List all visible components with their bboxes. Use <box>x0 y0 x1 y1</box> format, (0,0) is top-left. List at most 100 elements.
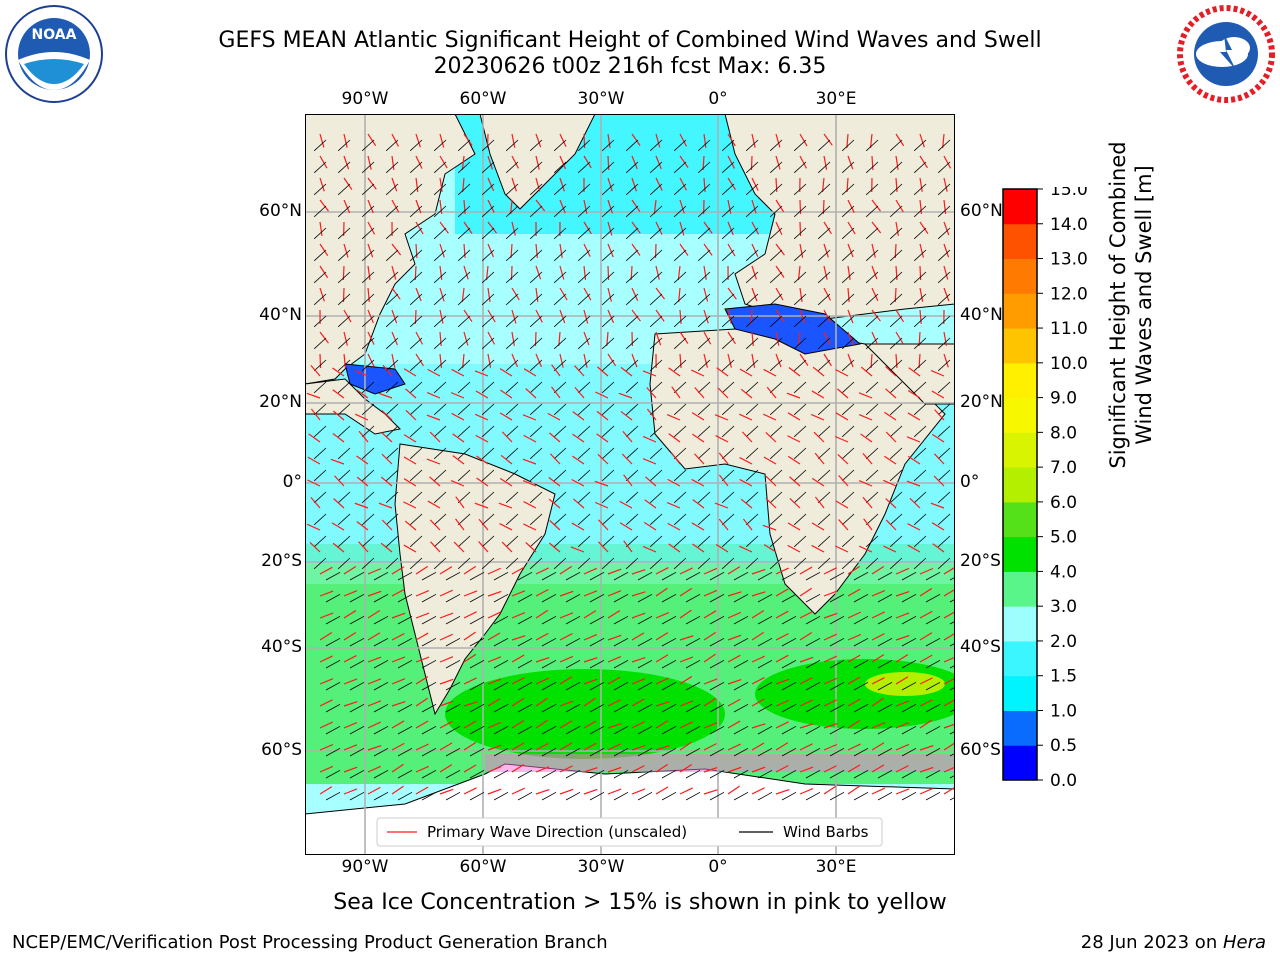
wind-barb <box>937 403 951 416</box>
wave-direction-arrow <box>835 369 849 377</box>
wind-barb <box>841 557 855 570</box>
wind-barb <box>949 576 955 581</box>
wave-direction-arrow <box>787 412 801 421</box>
wind-barb <box>589 659 605 669</box>
wind-barb <box>925 681 941 691</box>
wave-direction-arrow <box>474 370 489 377</box>
wave-direction-arrow <box>919 287 924 302</box>
wind-barb <box>373 571 389 581</box>
wind-barb <box>517 747 533 757</box>
wind-barb <box>721 271 735 284</box>
wave-direction-arrow <box>694 387 705 399</box>
wind-barb <box>577 491 591 504</box>
wind-barb <box>361 293 375 306</box>
wind-barb <box>457 359 471 372</box>
wind-barb <box>529 161 543 174</box>
wind-barb <box>337 183 351 196</box>
wave-arrows <box>306 133 955 801</box>
wind-barb <box>901 593 917 603</box>
wind-barb <box>877 593 893 603</box>
wind-barb <box>733 725 749 735</box>
wind-barb <box>457 227 471 240</box>
wave-direction-arrow <box>391 199 400 213</box>
wave-direction-arrow <box>415 331 424 345</box>
wave-direction-arrow <box>871 697 884 707</box>
wave-direction-arrow <box>631 155 638 170</box>
wave-direction-arrow <box>655 745 670 751</box>
wave-direction-arrow <box>548 542 561 553</box>
wind-barb <box>337 227 351 240</box>
wind-barb <box>613 571 629 581</box>
wind-barb <box>553 381 567 394</box>
wind-barb <box>709 769 725 779</box>
wave-direction-arrow <box>631 612 646 619</box>
wind-barb <box>673 183 687 196</box>
wind-barb <box>529 293 543 306</box>
wave-direction-arrow <box>655 155 662 170</box>
wave-direction-arrow <box>511 590 526 597</box>
wind-barb <box>577 557 591 570</box>
wave-direction-arrow <box>310 496 321 509</box>
wind-barb <box>601 205 615 218</box>
wind-barb <box>721 469 735 482</box>
wave-direction-arrow <box>895 199 904 213</box>
wave-direction-arrow <box>572 498 585 509</box>
wave-direction-arrow <box>498 502 513 509</box>
wind-barb <box>913 535 927 548</box>
wind-barb <box>685 747 701 757</box>
wave-direction-arrow <box>751 787 765 795</box>
wave-direction-arrow <box>631 133 641 146</box>
wind-barb <box>829 769 845 779</box>
wind-barb <box>769 513 783 526</box>
wind-barb <box>565 571 581 581</box>
wave-direction-arrow <box>799 243 804 258</box>
wave-direction-arrow <box>655 567 669 575</box>
wind-barb <box>721 315 735 328</box>
wave-direction-arrow <box>655 221 663 235</box>
wind-barb <box>793 183 807 196</box>
wave-direction-arrow <box>535 719 548 729</box>
wave-direction-arrow <box>403 501 417 509</box>
wave-direction-arrow <box>751 723 766 729</box>
wind-barb <box>313 337 327 350</box>
wind-barb <box>853 703 869 713</box>
wind-barb <box>469 769 485 779</box>
wave-direction-arrow <box>607 723 622 729</box>
wave-direction-arrow <box>391 785 404 795</box>
wave-direction-arrow <box>811 390 825 399</box>
wind-barb <box>757 725 773 735</box>
wave-direction-arrow <box>583 567 598 575</box>
wave-direction-arrow <box>919 133 925 148</box>
wave-direction-arrow <box>799 199 802 215</box>
wind-barb <box>793 227 807 240</box>
wave-direction-arrow <box>740 388 753 399</box>
wave-direction-arrow <box>691 522 705 531</box>
wave-direction-arrow <box>847 565 861 575</box>
wave-direction-arrow <box>343 655 357 663</box>
wind-barb <box>901 725 917 735</box>
wave-direction-arrow <box>439 788 454 795</box>
wind-barb <box>733 791 749 801</box>
wind-barb <box>745 315 759 328</box>
wave-direction-arrow <box>671 386 681 399</box>
wave-direction-arrow <box>535 677 549 685</box>
wind-barb <box>541 659 557 669</box>
wind-barb <box>565 725 581 735</box>
wave-direction-arrow <box>535 657 550 663</box>
wind-barb <box>589 725 605 735</box>
wind-barb <box>769 249 783 262</box>
wave-direction-arrow <box>594 501 609 509</box>
wind-barb <box>565 791 581 801</box>
wind-barb <box>313 205 327 218</box>
legend-primary-wave: Primary Wave Direction (unscaled) <box>427 823 687 841</box>
wind-barb <box>697 337 711 350</box>
wind-barb <box>493 615 509 625</box>
wave-direction-arrow <box>835 500 849 509</box>
wind-barb <box>385 425 399 438</box>
wind-barb <box>397 659 413 669</box>
wind-barb <box>601 513 615 526</box>
wind-barb <box>613 725 629 735</box>
wave-direction-arrow <box>847 588 861 597</box>
wind-barb <box>781 791 797 801</box>
wave-direction-arrow <box>860 433 873 443</box>
